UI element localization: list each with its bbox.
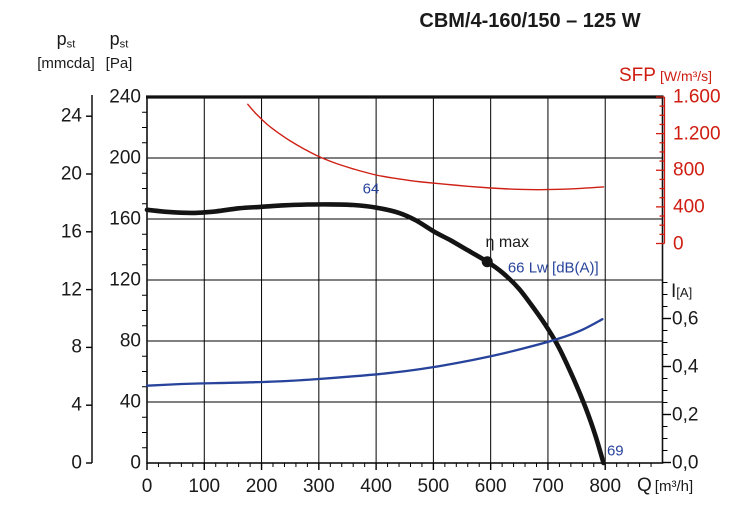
sfp-curve xyxy=(247,103,605,191)
pressure-curve xyxy=(144,202,606,466)
current-curve xyxy=(145,318,604,387)
eta-max-marker xyxy=(481,256,493,268)
